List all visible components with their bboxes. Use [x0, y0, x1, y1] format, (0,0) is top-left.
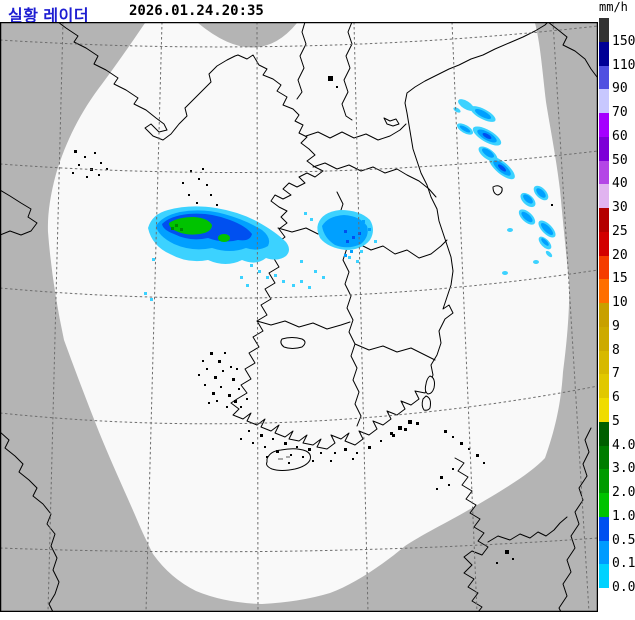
colorbar-segment — [599, 421, 609, 446]
colorbar-label: 20 — [612, 247, 628, 263]
colorbar-label: 10 — [612, 295, 628, 311]
colorbar-label: 15 — [612, 271, 628, 287]
colorbar-segment — [599, 326, 609, 351]
colorbar-label: 3.0 — [612, 461, 635, 477]
rain-rate-colorbar — [599, 18, 609, 612]
colorbar-label: 8 — [612, 342, 620, 358]
colorbar-segment — [599, 588, 609, 612]
colorbar-label: 0.1 — [612, 556, 635, 572]
colorbar-label: 9 — [612, 318, 620, 334]
colorbar-segment — [599, 469, 609, 493]
colorbar-label: 40 — [612, 176, 628, 192]
colorbar-segment — [599, 184, 609, 208]
colorbar-segment — [599, 41, 609, 66]
precipitation-echoes — [144, 99, 556, 301]
colorbar-segment — [599, 136, 609, 161]
colorbar-segment — [599, 493, 609, 517]
radar-map-canvas — [0, 21, 599, 613]
colorbar-label: 110 — [612, 57, 635, 73]
colorbar-segment — [599, 231, 609, 256]
colorbar-segment — [599, 303, 609, 327]
page-title: 실황 레이더 — [8, 8, 90, 25]
colorbar-label: 1.0 — [612, 508, 635, 524]
colorbar-segment — [599, 445, 609, 470]
colorbar-segment — [599, 279, 609, 303]
colorbar-label: 50 — [612, 152, 628, 168]
colorbar-segment — [599, 89, 609, 113]
colorbar-segment — [599, 350, 609, 375]
coastlines-and-borders — [0, 21, 598, 613]
colorbar-label: 0.0 — [612, 580, 635, 596]
colorbar-segment — [599, 564, 609, 588]
unit-label: mm/h — [599, 0, 628, 14]
colorbar-label: 5 — [612, 413, 620, 429]
latlon-grid — [0, 21, 599, 613]
colorbar-segment — [599, 18, 609, 42]
colorbar-segment — [599, 160, 609, 185]
colorbar-label: 60 — [612, 128, 628, 144]
colorbar-segment — [599, 374, 609, 398]
observation-timestamp: 2026.01.24.20:35 — [129, 3, 264, 19]
colorbar-label: 6 — [612, 390, 620, 406]
colorbar-segment — [599, 113, 609, 137]
map-border — [0, 21, 599, 613]
colorbar-segment — [599, 516, 609, 541]
colorbar-label: 90 — [612, 81, 628, 97]
colorbar-label: 7 — [612, 366, 620, 382]
colorbar-segment — [599, 208, 609, 232]
colorbar-label: 70 — [612, 105, 628, 121]
colorbar-label: 30 — [612, 200, 628, 216]
radar-coverage-area — [47, 23, 570, 604]
colorbar-label: 25 — [612, 223, 628, 239]
colorbar-segment — [599, 398, 609, 422]
radar-map — [0, 21, 599, 617]
colorbar-label: 150 — [612, 33, 635, 49]
colorbar-label: 4.0 — [612, 437, 635, 453]
colorbar-segment — [599, 255, 609, 280]
colorbar-segment — [599, 540, 609, 565]
colorbar-label: 0.5 — [612, 532, 635, 548]
colorbar-label: 2.0 — [612, 485, 635, 501]
colorbar-segment — [599, 65, 609, 90]
